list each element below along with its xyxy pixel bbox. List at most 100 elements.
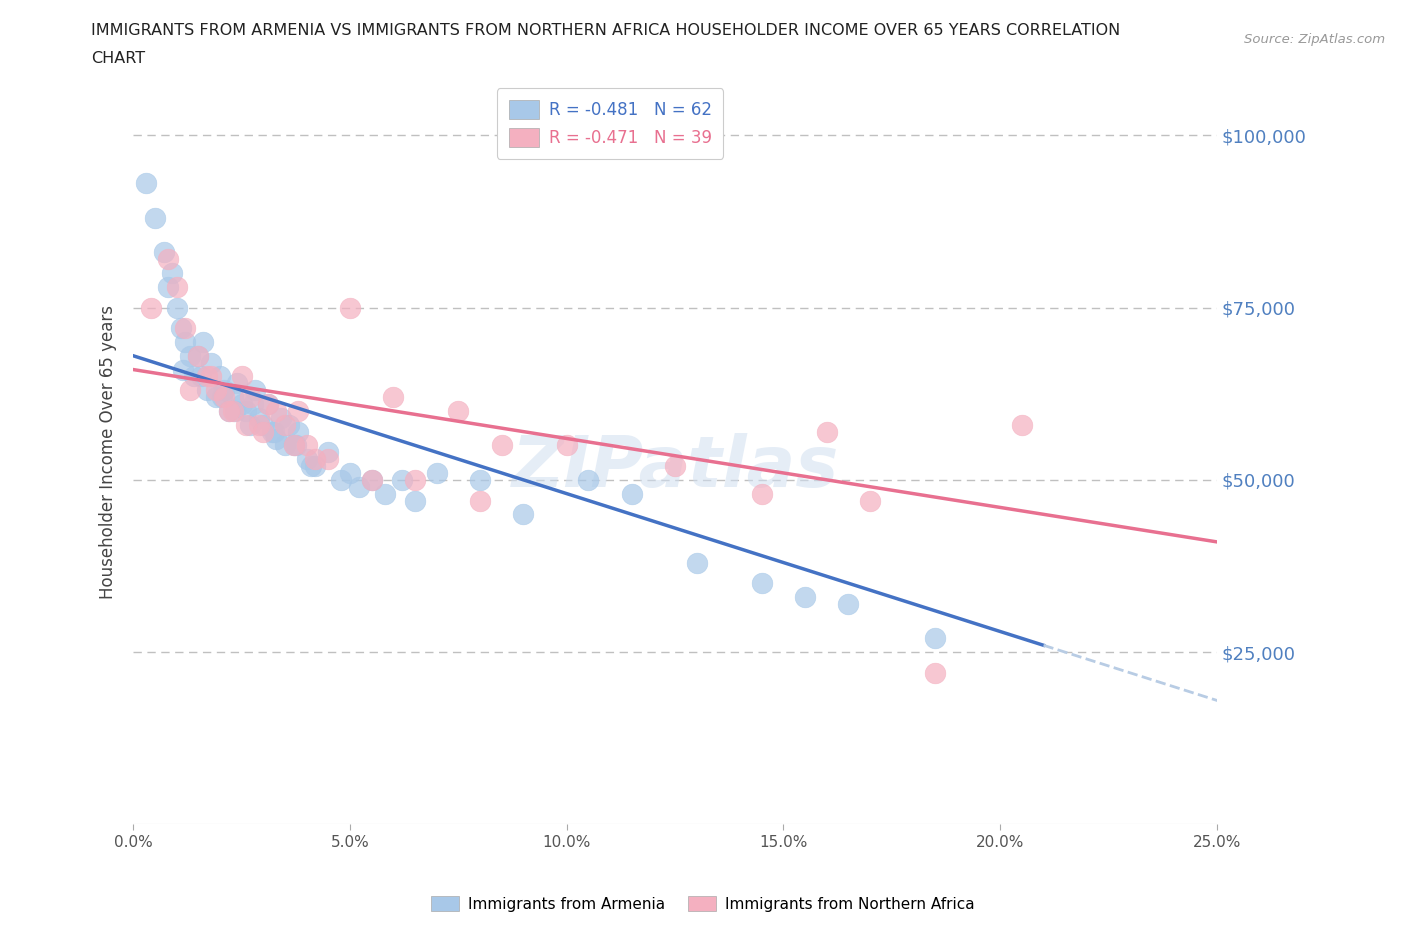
Point bbox=[166, 300, 188, 315]
Point bbox=[794, 590, 817, 604]
Point bbox=[318, 445, 340, 459]
Point bbox=[751, 486, 773, 501]
Point bbox=[191, 335, 214, 350]
Y-axis label: Householder Income Over 65 years: Householder Income Over 65 years bbox=[100, 305, 117, 599]
Point bbox=[284, 438, 307, 453]
Point bbox=[468, 472, 491, 487]
Point bbox=[283, 438, 305, 453]
Point bbox=[330, 472, 353, 487]
Point bbox=[195, 369, 218, 384]
Point bbox=[143, 210, 166, 225]
Point bbox=[256, 396, 278, 411]
Point bbox=[190, 369, 212, 384]
Point bbox=[242, 396, 264, 411]
Point bbox=[360, 472, 382, 487]
Point bbox=[266, 404, 288, 418]
Point bbox=[339, 466, 361, 481]
Point bbox=[218, 404, 240, 418]
Point bbox=[304, 458, 326, 473]
Point bbox=[166, 279, 188, 294]
Point bbox=[239, 418, 262, 432]
Point bbox=[170, 321, 193, 336]
Point bbox=[686, 555, 709, 570]
Point bbox=[247, 418, 270, 432]
Point bbox=[512, 507, 534, 522]
Point bbox=[283, 438, 305, 453]
Point bbox=[318, 452, 340, 467]
Point bbox=[404, 493, 426, 508]
Point bbox=[222, 404, 245, 418]
Point bbox=[266, 432, 288, 446]
Point bbox=[859, 493, 882, 508]
Point bbox=[426, 466, 449, 481]
Point bbox=[382, 390, 405, 405]
Point bbox=[187, 349, 209, 364]
Point bbox=[239, 390, 262, 405]
Text: CHART: CHART bbox=[91, 51, 145, 66]
Point bbox=[195, 383, 218, 398]
Point bbox=[222, 390, 245, 405]
Point bbox=[664, 458, 686, 473]
Point bbox=[299, 458, 322, 473]
Point bbox=[156, 279, 179, 294]
Point bbox=[200, 355, 222, 370]
Point bbox=[360, 472, 382, 487]
Legend: R = -0.481   N = 62, R = -0.471   N = 39: R = -0.481 N = 62, R = -0.471 N = 39 bbox=[496, 88, 723, 159]
Point bbox=[295, 452, 318, 467]
Point bbox=[1011, 418, 1033, 432]
Point bbox=[751, 576, 773, 591]
Text: ZIPatlas: ZIPatlas bbox=[512, 432, 839, 501]
Point bbox=[924, 631, 946, 645]
Point bbox=[174, 321, 197, 336]
Point bbox=[243, 383, 266, 398]
Point bbox=[391, 472, 413, 487]
Point bbox=[491, 438, 513, 453]
Point bbox=[187, 349, 209, 364]
Point bbox=[252, 424, 274, 439]
Point bbox=[204, 390, 226, 405]
Point bbox=[162, 266, 184, 281]
Point bbox=[256, 396, 278, 411]
Point bbox=[924, 665, 946, 680]
Point bbox=[374, 486, 396, 501]
Point bbox=[135, 176, 157, 191]
Point bbox=[263, 424, 285, 439]
Point bbox=[252, 418, 274, 432]
Point bbox=[404, 472, 426, 487]
Point bbox=[304, 452, 326, 467]
Point bbox=[174, 335, 197, 350]
Point bbox=[555, 438, 578, 453]
Point bbox=[235, 418, 257, 432]
Point bbox=[226, 376, 249, 391]
Point bbox=[224, 404, 246, 418]
Point bbox=[447, 404, 470, 418]
Point bbox=[287, 424, 309, 439]
Point bbox=[156, 252, 179, 267]
Legend: Immigrants from Armenia, Immigrants from Northern Africa: Immigrants from Armenia, Immigrants from… bbox=[426, 889, 980, 918]
Point bbox=[468, 493, 491, 508]
Point bbox=[183, 369, 205, 384]
Point bbox=[139, 300, 162, 315]
Point bbox=[214, 390, 236, 405]
Point bbox=[152, 245, 174, 259]
Point bbox=[247, 410, 270, 425]
Point bbox=[231, 369, 253, 384]
Point bbox=[260, 424, 283, 439]
Point bbox=[347, 479, 370, 494]
Point bbox=[339, 300, 361, 315]
Point bbox=[200, 369, 222, 384]
Point bbox=[179, 349, 201, 364]
Point bbox=[295, 438, 318, 453]
Point bbox=[218, 404, 240, 418]
Point bbox=[620, 486, 643, 501]
Point bbox=[278, 418, 301, 432]
Point bbox=[172, 362, 194, 377]
Point bbox=[179, 383, 201, 398]
Point bbox=[208, 369, 231, 384]
Point bbox=[578, 472, 600, 487]
Point bbox=[211, 390, 233, 405]
Point bbox=[231, 396, 253, 411]
Point bbox=[274, 418, 297, 432]
Point bbox=[815, 424, 838, 439]
Point bbox=[274, 438, 297, 453]
